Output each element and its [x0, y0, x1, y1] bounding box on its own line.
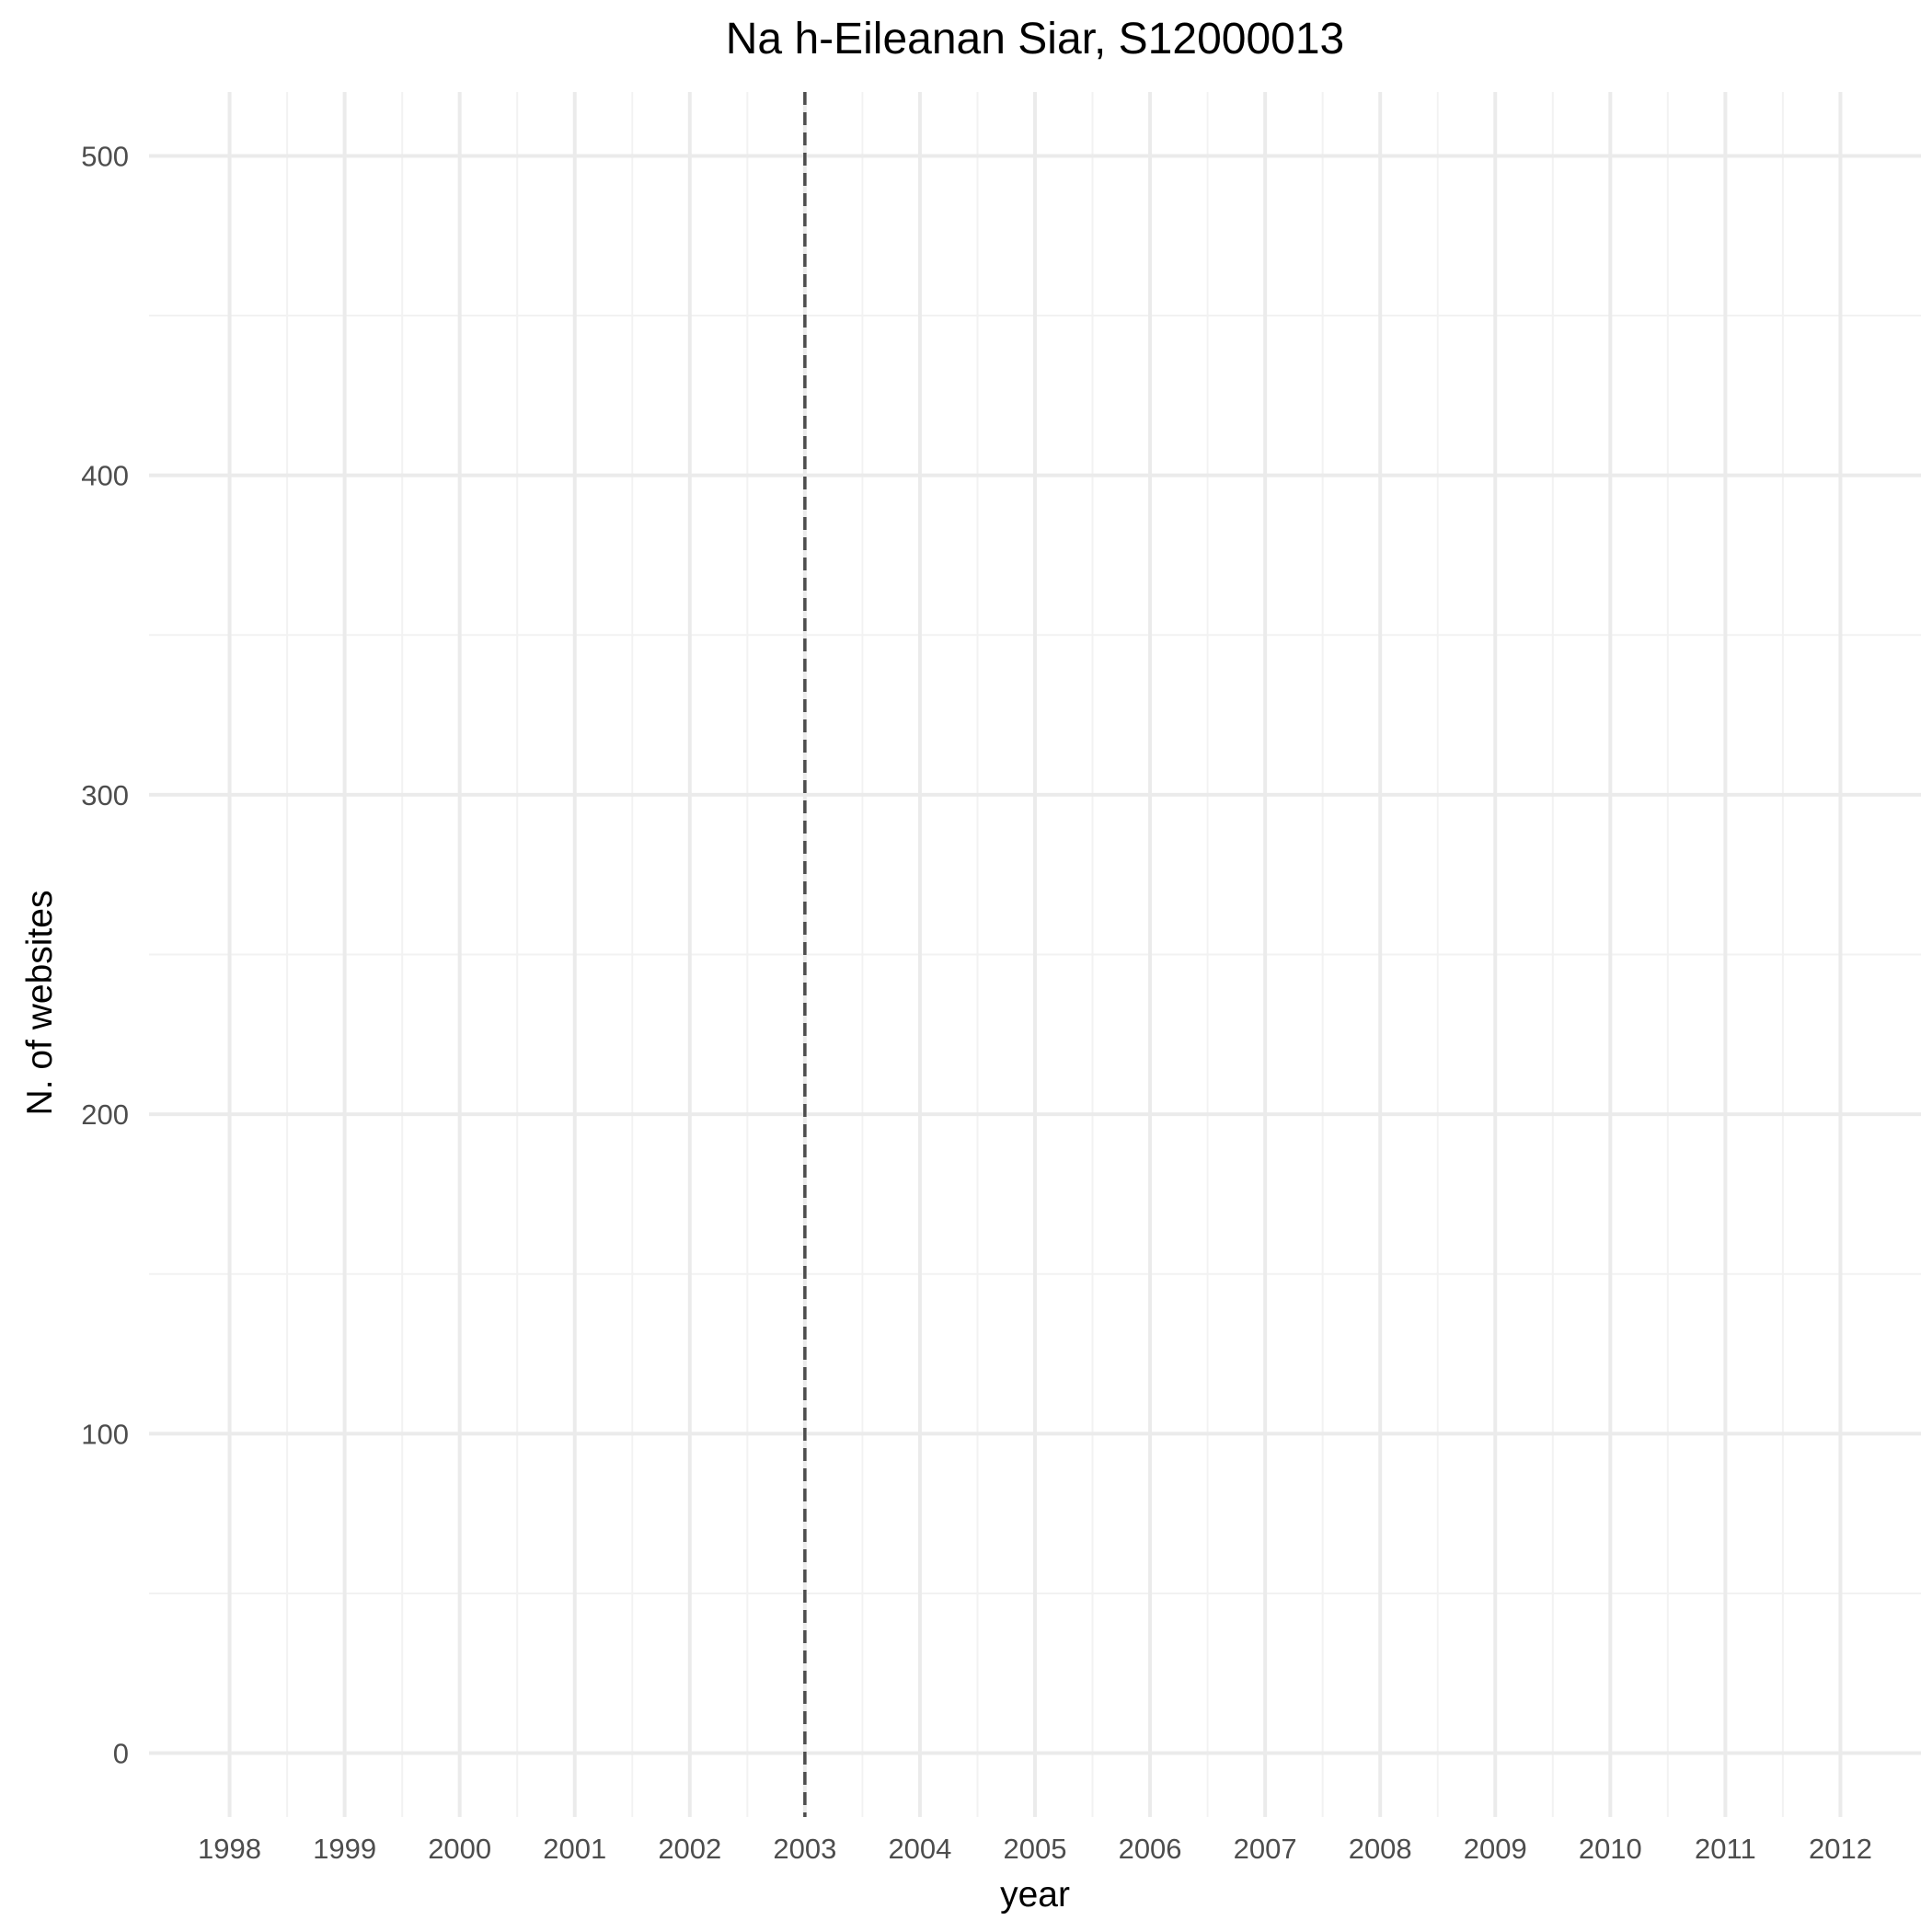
- x-tick-label: 2006: [1119, 1833, 1182, 1865]
- y-axis-title: N. of websites: [20, 891, 60, 1116]
- x-tick-label: 1999: [313, 1833, 376, 1865]
- x-axis-ticks: 1998 1999 2000 2001 2002 2003 2004 2005 2006 2007…: [198, 1833, 1872, 1865]
- x-tick-label: 2009: [1464, 1833, 1527, 1865]
- chart-title: Na h-Eileanan Siar, S12000013: [726, 15, 1345, 63]
- y-tick-label: 500: [81, 140, 129, 172]
- x-tick-label: 2007: [1234, 1833, 1297, 1865]
- x-axis-title: year: [1000, 1875, 1070, 1915]
- y-axis-ticks: 0 100 200 300 400 500: [81, 140, 129, 1769]
- x-tick-label: 2002: [658, 1833, 721, 1865]
- x-tick-label: 2004: [888, 1833, 951, 1865]
- y-tick-label: 200: [81, 1098, 129, 1131]
- y-tick-label: 300: [81, 779, 129, 811]
- x-tick-label: 2010: [1579, 1833, 1642, 1865]
- x-tick-label: 2012: [1809, 1833, 1872, 1865]
- x-tick-label: 2008: [1349, 1833, 1412, 1865]
- x-tick-label: 2005: [1004, 1833, 1067, 1865]
- y-tick-label: 0: [113, 1738, 129, 1770]
- y-tick-label: 400: [81, 460, 129, 492]
- x-tick-label: 2011: [1695, 1833, 1756, 1865]
- y-tick-label: 100: [81, 1418, 129, 1450]
- x-tick-label: 1998: [198, 1833, 261, 1865]
- x-tick-label: 2003: [773, 1833, 836, 1865]
- x-tick-label: 2001: [543, 1833, 606, 1865]
- x-tick-label: 2000: [428, 1833, 491, 1865]
